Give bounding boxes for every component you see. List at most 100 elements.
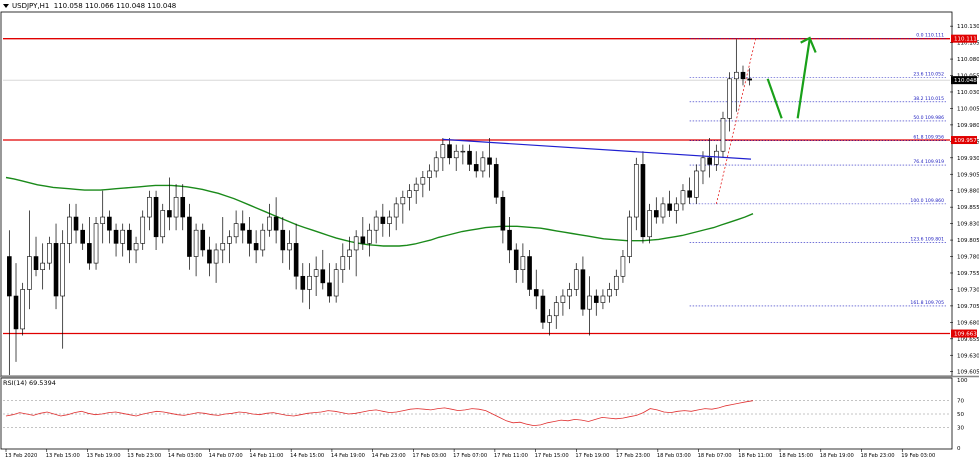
candle-body [727,78,732,119]
candle-body [714,150,719,165]
candle-body [220,243,226,251]
candle-body [747,78,752,81]
candle-body [507,229,512,251]
candle-body [100,216,106,224]
candle-body [653,210,659,218]
x-tick-label: 13 Feb 19:00 [86,453,120,459]
candle-body [167,210,172,218]
candle-body [147,196,152,218]
candle-body [120,229,126,244]
x-tick-label: 14 Feb 15:00 [290,453,324,459]
x-tick-label: 14 Feb 03:00 [168,453,202,459]
main-plot-frame [0,11,953,377]
candle-body [707,157,712,165]
candle-body [107,216,112,231]
x-tick-label: 13 Feb 23:00 [127,453,161,459]
fib-level-label: 38.2 110.015 [913,96,944,102]
x-tick-label: 14 Feb 23:00 [372,453,406,459]
candle-body [740,71,746,80]
candle-body [667,203,672,211]
rsi-layer: 100 70 50 30 0 [3,378,968,452]
candle-body [627,216,632,257]
candle-body [253,243,259,251]
candle-body [347,249,352,257]
candle-body [580,269,586,310]
candle-body [413,183,419,192]
candle-body [500,196,506,231]
candle-body [520,256,526,270]
candle-body [213,249,219,264]
candle-body [93,223,99,264]
x-tick-label: 18 Feb 11:00 [738,453,772,459]
fib-level-label: 161.8 109.705 [910,300,944,306]
fib-level-label: 50.0 109.986 [913,115,944,121]
y-tick-label: 109.680 [957,320,979,326]
candle-body [647,210,652,238]
fib-level-label: 76.4 109.919 [913,159,944,165]
price-tag-label: 110.111 [954,37,977,43]
candle-body [493,164,499,198]
price-tag [951,136,977,145]
candle-body [587,295,592,310]
y-tick-label: 110.105 [957,41,979,47]
price-tag-label: 109.957 [954,138,977,144]
candle-body [560,295,566,303]
candle-body [453,150,459,159]
candle-body [307,275,312,290]
rsi-plot-frame [0,377,953,450]
candle-body [734,71,739,80]
rsi-tick-label: 30 [957,426,964,432]
rsi-tick-label: 0 [957,446,961,452]
candle-body [87,243,92,264]
y-tick-label: 110.030 [957,90,979,96]
y-tick-label: 109.880 [957,189,979,195]
candle-body [687,190,692,198]
candle-body [340,256,346,270]
candle-body [280,229,286,251]
x-tick-label: 17 Feb 03:00 [412,453,446,459]
candle-body [660,203,666,218]
candle-body [113,229,119,244]
x-tick-label: 17 Feb 23:00 [616,453,650,459]
candle-body [40,262,45,270]
y-tick-label: 109.605 [957,370,979,376]
x-tick-label: 19 Feb 03:00 [901,453,935,459]
dropdown-triangle-icon[interactable] [3,4,9,8]
candle-body [273,216,279,231]
current-price-label: 110.048 [954,78,977,84]
candle-body [420,177,426,185]
arrow-up-head [800,36,817,53]
x-tick-label: 18 Feb 07:00 [698,453,732,459]
candle-body [327,282,332,297]
symbol-label: USDJPY,H1 [12,2,50,10]
candle-body [527,256,532,290]
y-tick-label: 109.755 [957,271,979,277]
candle-body [673,203,679,211]
chart-header: USDJPY,H1 110.058 110.066 110.048 110.04… [3,2,176,10]
candle-body [20,289,25,330]
candle-body [553,302,559,317]
candle-body [513,249,519,270]
fib-level-label: 123.6 109.801 [910,237,944,243]
candle-body [233,223,239,238]
candle-body [407,190,412,198]
candle-body [133,243,139,251]
candle-body [380,216,386,224]
candle-body [573,269,579,290]
x-tick-label: 14 Feb 19:00 [331,453,365,459]
candle-body [200,229,206,251]
candle-body [173,196,179,218]
y-tick-label: 109.930 [957,156,979,162]
candles-layer [7,39,752,375]
candle-body [267,216,272,231]
candle-body [140,216,146,244]
price-tag [951,34,977,43]
candle-body [333,269,339,297]
x-tick-label: 17 Feb 19:00 [575,453,609,459]
trendline [442,138,752,160]
y-tick-label: 109.855 [957,205,979,211]
candle-body [293,243,299,277]
fib-level-label: 0.0 110.111 [916,33,944,39]
y-tick-label: 110.080 [957,57,979,63]
